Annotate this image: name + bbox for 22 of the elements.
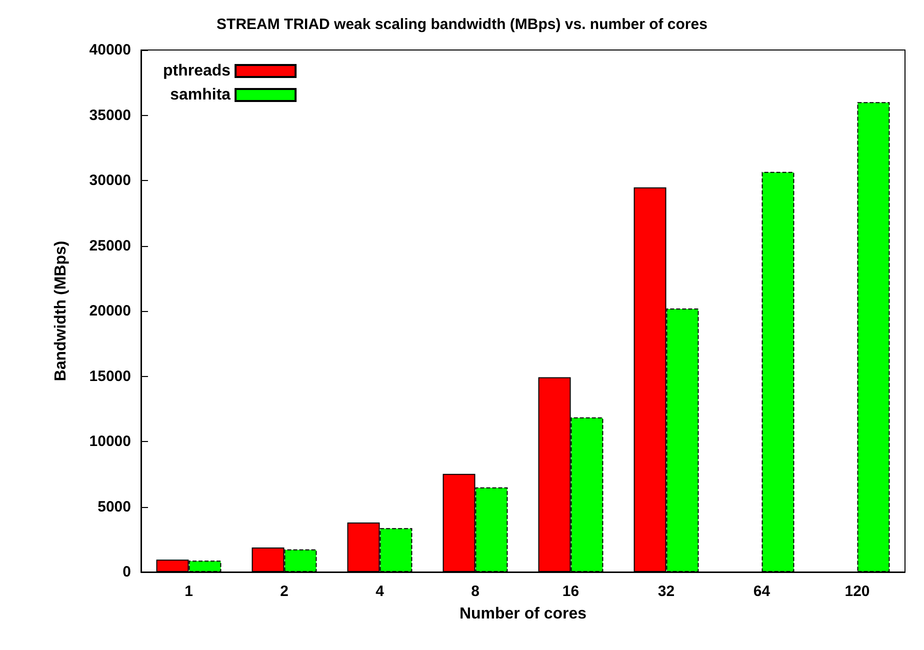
y-tick-label: 25000 — [89, 237, 131, 254]
x-tick-label: 1 — [184, 583, 193, 600]
y-tick-label: 30000 — [89, 172, 131, 189]
legend-label: pthreads — [162, 62, 231, 80]
x-tick-label: 64 — [753, 583, 771, 600]
y-axis-title: Bandwidth (MBps) — [52, 240, 70, 382]
y-tick-label: 35000 — [89, 106, 131, 124]
chart-title: STREAM TRIAD weak scaling bandwidth (MBps) vs. number of cores — [216, 16, 708, 33]
y-tick-label: 0 — [122, 564, 131, 580]
x-tick-label: 4 — [376, 583, 385, 600]
x-axis-title: Number of cores — [459, 606, 587, 622]
x-tick-label: 16 — [562, 583, 580, 600]
x-tick-label: 120 — [844, 583, 870, 600]
y-tick-label: 40000 — [89, 42, 131, 58]
y-tick-label: 10000 — [89, 433, 131, 450]
legend-label: samhita — [170, 86, 231, 104]
y-tick-label: 20000 — [89, 302, 131, 320]
x-tick-label: 32 — [658, 583, 675, 600]
y-tick-label: 5000 — [98, 498, 131, 516]
x-tick-label: 8 — [471, 583, 480, 600]
x-tick-label: 2 — [280, 583, 288, 600]
y-tick-label: 15000 — [89, 368, 131, 385]
